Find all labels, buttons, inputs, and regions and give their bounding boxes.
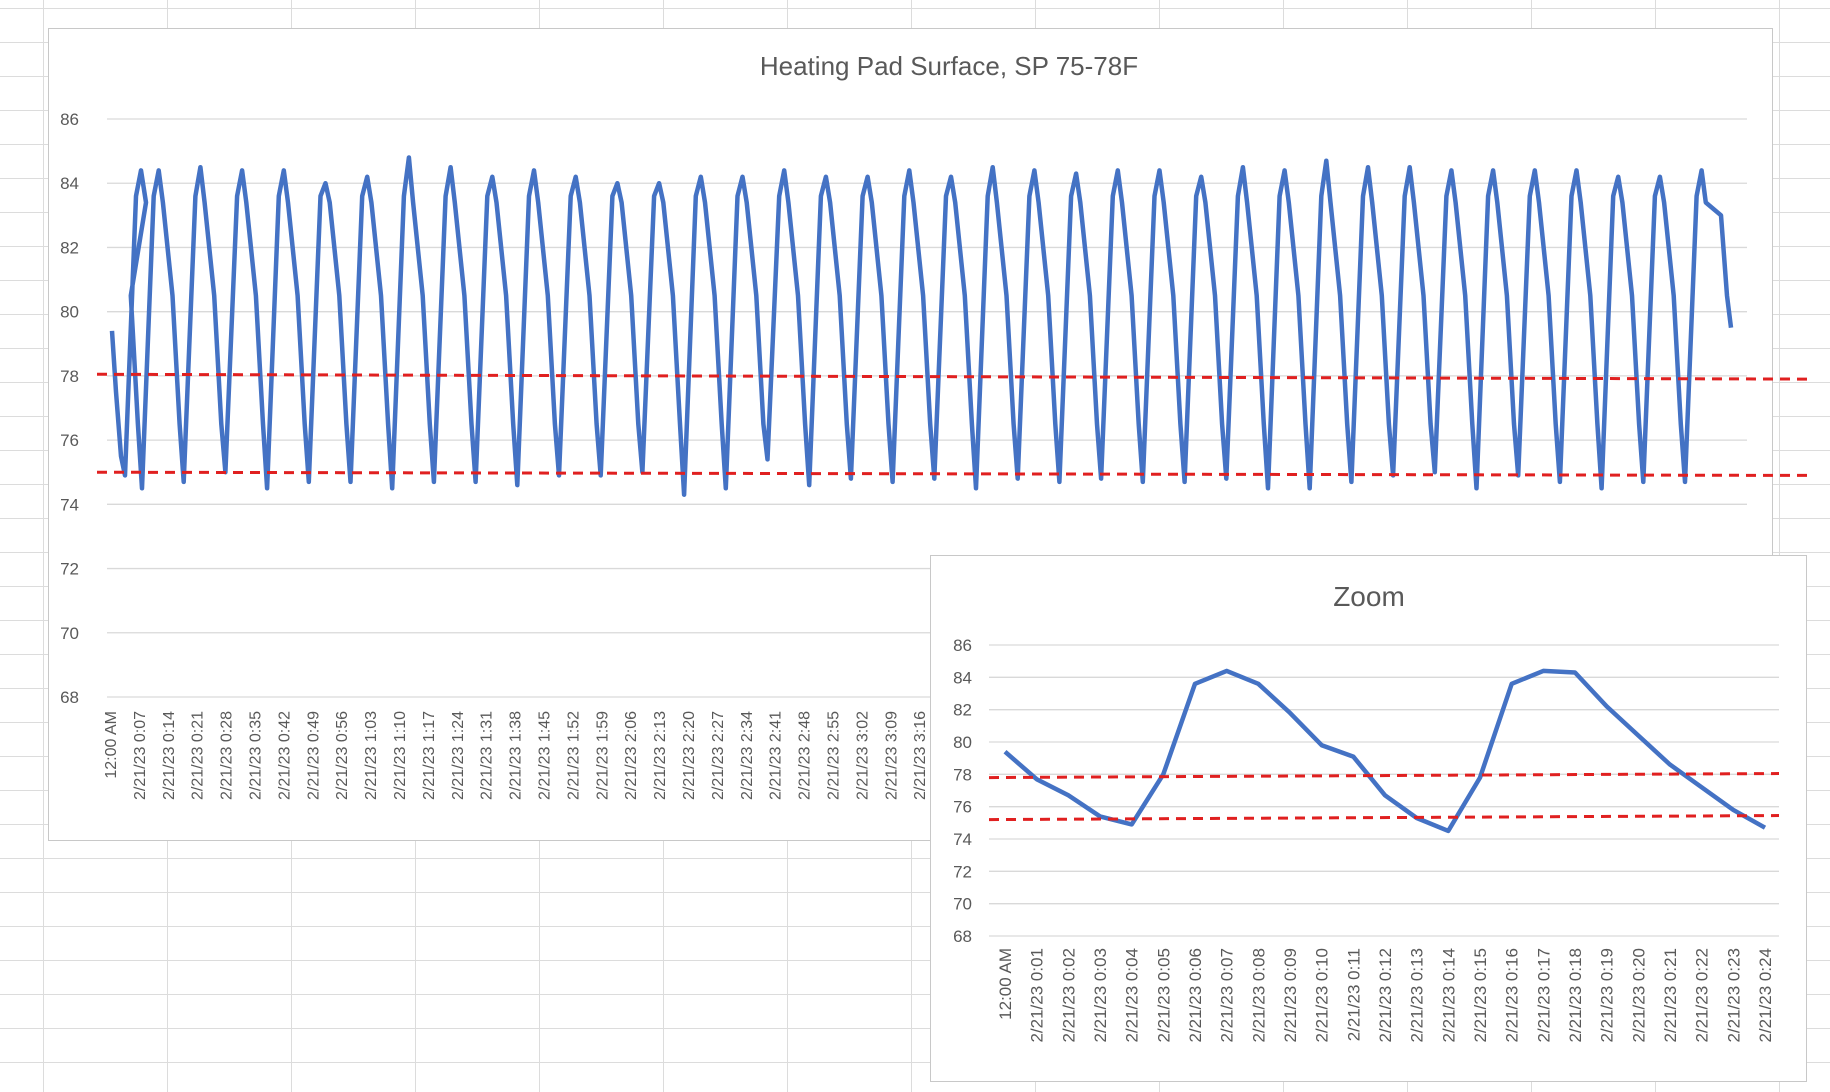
zoom-y-tick-label: 76 <box>953 798 972 817</box>
zoom-temperature-line <box>1003 668 1767 834</box>
zoom-x-tick-label: 2/21/23 0:23 <box>1724 948 1743 1043</box>
zoom-y-axis: 68 70 72 74 76 78 80 82 84 86 <box>953 636 972 946</box>
main-x-tick-label: 2/21/23 0:49 <box>305 711 322 800</box>
main-x-tick-label: 2/21/23 1:24 <box>450 711 467 800</box>
main-y-tick-label: 68 <box>60 688 79 707</box>
main-x-tick-label: 12:00 AM <box>103 711 120 779</box>
zoom-x-tick-label: 2/21/23 0:12 <box>1376 948 1395 1043</box>
main-x-tick-label: 2/21/23 3:09 <box>883 711 900 800</box>
lower-setpoint-line <box>96 470 1808 477</box>
main-y-tick-label: 70 <box>60 624 79 643</box>
zoom-y-tick-label: 74 <box>953 830 972 849</box>
zoom-y-tick-label: 68 <box>953 927 972 946</box>
main-x-tick-label: 2/21/23 2:55 <box>826 711 843 800</box>
main-y-tick-label: 82 <box>60 238 79 257</box>
main-x-tick-label: 2/21/23 1:31 <box>479 711 496 800</box>
zoom-x-tick-label: 2/21/23 0:24 <box>1756 948 1775 1043</box>
main-x-tick-label: 2/21/23 2:27 <box>710 711 727 800</box>
zoom-x-tick-label: 2/21/23 0:22 <box>1693 948 1712 1043</box>
zoom-y-tick-label: 84 <box>953 668 972 687</box>
zoom-y-tick-label: 86 <box>953 636 972 655</box>
zoom-x-tick-label: 2/21/23 0:17 <box>1534 948 1553 1043</box>
main-x-tick-label: 2/21/23 1:52 <box>565 711 582 800</box>
main-y-tick-label: 76 <box>60 431 79 450</box>
main-chart-title: Heating Pad Surface, SP 75-78F <box>760 51 1138 81</box>
zoom-x-tick-label: 2/21/23 0:10 <box>1313 948 1332 1043</box>
zoom-x-tick-label: 2/21/23 0:09 <box>1281 948 1300 1043</box>
zoom-x-tick-label: 2/21/23 0:20 <box>1629 948 1648 1043</box>
zoom-x-tick-label: 2/21/23 0:06 <box>1186 948 1205 1043</box>
zoom-x-tick-label: 2/21/23 0:18 <box>1566 948 1585 1043</box>
main-x-tick-label: 2/21/23 3:02 <box>854 711 871 800</box>
main-x-tick-label: 2/21/23 0:07 <box>132 711 149 800</box>
main-x-tick-label: 2/21/23 1:59 <box>594 711 611 800</box>
main-x-tick-label: 2/21/23 2:13 <box>652 711 669 800</box>
main-x-tick-label: 2/21/23 3:16 <box>912 711 929 800</box>
main-x-tick-label: 2/21/23 0:56 <box>334 711 351 800</box>
zoom-y-tick-label: 78 <box>953 765 972 784</box>
main-y-tick-label: 78 <box>60 367 79 386</box>
main-x-tick-label: 2/21/23 2:20 <box>681 711 698 800</box>
zoom-chart: Zoom 68 70 72 74 76 78 80 82 84 86 12:00 AM 2/21/2… <box>930 555 1807 1082</box>
main-y-tick-label: 86 <box>60 110 79 129</box>
zoom-upper-setpoint-line <box>988 772 1780 780</box>
zoom-x-tick-label: 2/21/23 0:13 <box>1408 948 1427 1043</box>
main-x-tick-label: 2/21/23 0:35 <box>248 711 265 800</box>
main-x-tick-label: 2/21/23 1:03 <box>363 711 380 800</box>
zoom-x-tick-label: 2/21/23 0:01 <box>1028 948 1047 1043</box>
upper-setpoint-line <box>96 372 1808 381</box>
zoom-x-tick-label: 12:00 AM <box>996 948 1015 1020</box>
zoom-x-tick-label: 2/21/23 0:15 <box>1471 948 1490 1043</box>
main-x-tick-label: 2/21/23 2:34 <box>739 711 756 800</box>
main-y-tick-label: 72 <box>60 560 79 579</box>
main-x-tick-label: 2/21/23 1:10 <box>392 711 409 800</box>
main-x-tick-label: 2/21/23 0:28 <box>219 711 236 800</box>
zoom-y-tick-label: 70 <box>953 895 972 914</box>
zoom-y-tick-label: 72 <box>953 862 972 881</box>
main-y-tick-label: 74 <box>60 495 79 514</box>
zoom-x-axis: 12:00 AM 2/21/23 0:01 2/21/23 0:02 2/21/23 … <box>996 948 1775 1043</box>
zoom-x-tick-label: 2/21/23 0:08 <box>1249 948 1268 1043</box>
main-x-tick-label: 2/21/23 1:45 <box>537 711 554 800</box>
main-x-tick-label: 2/21/23 2:41 <box>768 711 785 800</box>
zoom-chart-plot: Zoom 68 70 72 74 76 78 80 82 84 86 12:00 AM 2/21/2… <box>953 581 1780 1043</box>
zoom-x-tick-label: 2/21/23 0:11 <box>1344 948 1363 1041</box>
zoom-gridlines <box>989 644 1779 937</box>
zoom-x-tick-label: 2/21/23 0:16 <box>1503 948 1522 1043</box>
main-x-tick-label: 2/21/23 1:17 <box>421 711 438 800</box>
main-x-tick-label: 2/21/23 1:38 <box>508 711 525 800</box>
zoom-y-tick-label: 80 <box>953 733 972 752</box>
main-x-tick-label: 2/21/23 2:48 <box>797 711 814 800</box>
main-temperature-line <box>109 155 1734 497</box>
main-x-tick-label: 2/21/23 0:42 <box>276 711 293 800</box>
zoom-x-tick-label: 2/21/23 0:03 <box>1091 948 1110 1043</box>
main-series <box>96 155 1808 497</box>
main-x-tick-label: 2/21/23 0:14 <box>161 711 178 800</box>
zoom-series <box>988 668 1780 834</box>
main-x-tick-label: 2/21/23 0:21 <box>190 711 207 800</box>
main-x-tick-label: 2/21/23 2:06 <box>623 711 640 800</box>
zoom-lower-setpoint-line <box>988 814 1780 822</box>
zoom-x-tick-label: 2/21/23 0:07 <box>1218 948 1237 1043</box>
zoom-x-tick-label: 2/21/23 0:14 <box>1439 948 1458 1043</box>
zoom-x-tick-label: 2/21/23 0:02 <box>1059 948 1078 1043</box>
zoom-y-tick-label: 82 <box>953 701 972 720</box>
zoom-x-tick-label: 2/21/23 0:19 <box>1598 948 1617 1043</box>
zoom-chart-title: Zoom <box>1333 581 1405 612</box>
main-y-tick-label: 80 <box>60 303 79 322</box>
zoom-x-tick-label: 2/21/23 0:21 <box>1661 948 1680 1043</box>
main-y-tick-label: 84 <box>60 174 79 193</box>
zoom-x-tick-label: 2/21/23 0:05 <box>1154 948 1173 1043</box>
zoom-x-tick-label: 2/21/23 0:04 <box>1123 948 1142 1043</box>
main-y-axis: 68 70 72 74 76 78 80 82 84 86 <box>60 110 79 707</box>
